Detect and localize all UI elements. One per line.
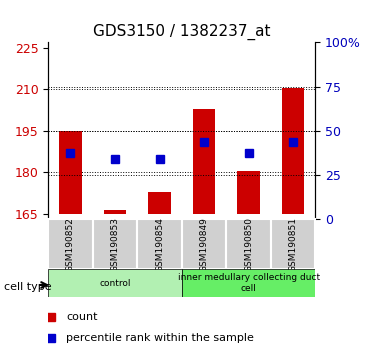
Bar bbox=[148, 192, 171, 214]
Text: GSM190849: GSM190849 bbox=[200, 217, 209, 272]
Text: inner medullary collecting duct
cell: inner medullary collecting duct cell bbox=[177, 274, 320, 293]
FancyBboxPatch shape bbox=[182, 269, 315, 297]
Text: GSM190852: GSM190852 bbox=[66, 217, 75, 272]
FancyBboxPatch shape bbox=[93, 219, 137, 269]
Text: GSM190854: GSM190854 bbox=[155, 217, 164, 272]
FancyBboxPatch shape bbox=[182, 219, 226, 269]
Text: GSM190850: GSM190850 bbox=[244, 217, 253, 272]
Text: count: count bbox=[66, 312, 98, 322]
FancyBboxPatch shape bbox=[271, 219, 315, 269]
Text: GSM190851: GSM190851 bbox=[289, 217, 298, 272]
Text: cell type: cell type bbox=[4, 282, 51, 292]
Title: GDS3150 / 1382237_at: GDS3150 / 1382237_at bbox=[93, 23, 270, 40]
Bar bbox=[282, 88, 304, 214]
FancyBboxPatch shape bbox=[48, 269, 182, 297]
Bar bbox=[193, 109, 215, 214]
Text: percentile rank within the sample: percentile rank within the sample bbox=[66, 333, 254, 343]
FancyBboxPatch shape bbox=[226, 219, 271, 269]
Bar bbox=[59, 131, 82, 214]
Text: control: control bbox=[99, 279, 131, 288]
FancyBboxPatch shape bbox=[48, 219, 93, 269]
FancyBboxPatch shape bbox=[137, 219, 182, 269]
Bar bbox=[104, 210, 126, 214]
Text: GSM190853: GSM190853 bbox=[111, 217, 119, 272]
Bar bbox=[237, 171, 260, 214]
